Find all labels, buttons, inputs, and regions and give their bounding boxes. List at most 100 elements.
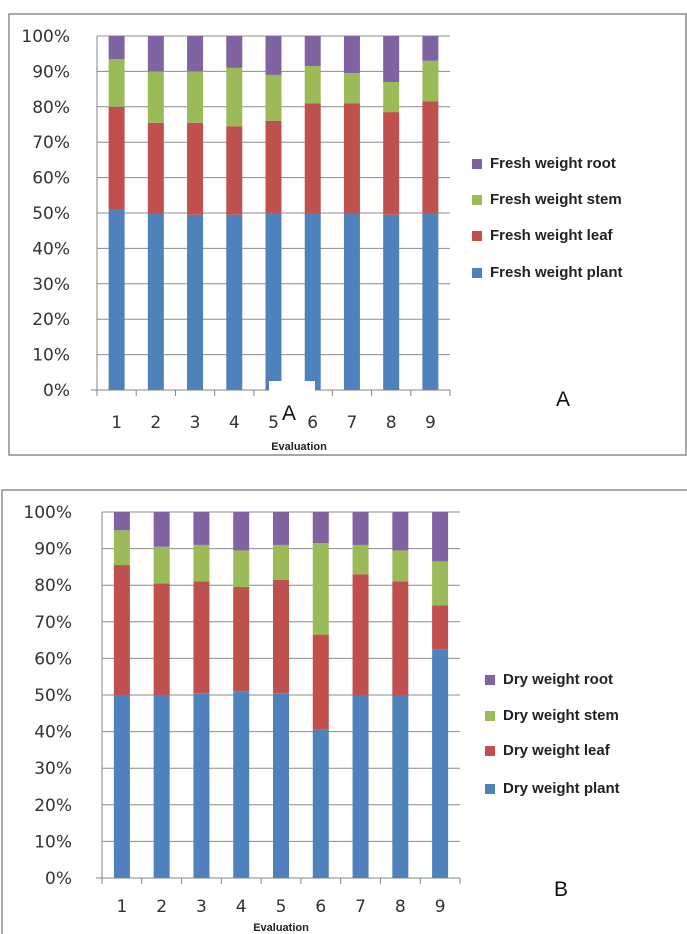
bar-segment-dry-weight-leaf-eval-4 [233, 587, 250, 692]
y-tick-label: 60% [32, 169, 70, 189]
bar-segment-fresh-weight-plant-eval-6 [304, 213, 321, 390]
bar-segment-fresh-weight-plant-eval-8 [383, 214, 400, 390]
x-tick-label: 9 [425, 413, 436, 433]
bar-segment-dry-weight-plant-eval-8 [392, 695, 409, 878]
bar-segment-fresh-weight-stem-eval-9 [422, 60, 439, 102]
bar-segment-dry-weight-stem-eval-8 [392, 550, 409, 582]
bar-segment-dry-weight-leaf-eval-7 [352, 574, 369, 695]
bar-segment-fresh-weight-leaf-eval-3 [187, 122, 204, 215]
bar-segment-fresh-weight-root-eval-4 [226, 36, 243, 68]
y-tick-label: 70% [34, 613, 72, 633]
bar-segment-dry-weight-leaf-eval-3 [193, 581, 210, 694]
bar-segment-fresh-weight-stem-eval-6 [304, 66, 321, 104]
y-tick-label: 10% [32, 346, 70, 366]
bar-segment-fresh-weight-plant-eval-2 [147, 213, 164, 390]
legend-swatch [485, 711, 495, 721]
legend-label: Dry weight root [503, 671, 613, 688]
bar-segment-fresh-weight-stem-eval-8 [383, 82, 400, 113]
y-tick-label: 90% [32, 62, 70, 82]
bar-segment-fresh-weight-plant-eval-7 [343, 213, 360, 390]
bar-segment-dry-weight-stem-eval-2 [153, 546, 170, 584]
bar-segment-dry-weight-stem-eval-6 [312, 543, 329, 635]
bar-segment-fresh-weight-stem-eval-1 [108, 59, 125, 107]
bar-segment-fresh-weight-root-eval-9 [422, 36, 439, 61]
overlay-label-background [269, 381, 315, 415]
y-tick-label: 20% [32, 310, 70, 330]
bar-segment-fresh-weight-stem-eval-4 [226, 67, 243, 127]
x-tick-label: 5 [276, 897, 287, 917]
legend-swatch [472, 268, 482, 278]
legend-swatch [485, 784, 495, 794]
bar-segment-fresh-weight-root-eval-8 [383, 36, 400, 83]
overlay-panel-label: A [282, 402, 296, 425]
bar-segment-dry-weight-root-eval-7 [352, 512, 369, 545]
bar-segment-dry-weight-leaf-eval-8 [392, 581, 409, 695]
bar-segment-fresh-weight-stem-eval-3 [187, 71, 204, 123]
y-tick-label: 30% [34, 759, 72, 779]
bar-segment-fresh-weight-leaf-eval-6 [304, 103, 321, 213]
y-tick-label: 60% [34, 649, 72, 669]
y-tick-label: 30% [32, 275, 70, 295]
x-tick-label: 1 [111, 413, 122, 433]
bar-segment-dry-weight-root-eval-9 [432, 512, 449, 562]
legend-swatch [485, 675, 495, 685]
legend-label: Fresh weight leaf [490, 227, 614, 244]
bar-segment-dry-weight-stem-eval-1 [113, 530, 130, 566]
x-tick-label: 8 [395, 897, 406, 917]
legend-swatch [472, 159, 482, 169]
y-tick-label: 80% [32, 98, 70, 118]
x-tick-label: 6 [307, 413, 318, 433]
bar-segment-dry-weight-root-eval-1 [113, 512, 130, 531]
bar-segment-dry-weight-root-eval-3 [193, 512, 210, 545]
bar-segment-fresh-weight-stem-eval-5 [265, 74, 282, 121]
bar-segment-fresh-weight-leaf-eval-5 [265, 120, 282, 213]
y-tick-label: 50% [34, 686, 72, 706]
legend-swatch [472, 195, 482, 205]
y-tick-label: 80% [34, 576, 72, 596]
y-tick-label: 10% [34, 832, 72, 852]
panel-letter: B [554, 878, 568, 901]
bar-segment-dry-weight-plant-eval-4 [233, 691, 250, 878]
x-tick-label: 8 [386, 413, 397, 433]
y-tick-label: 20% [34, 796, 72, 816]
bar-segment-fresh-weight-plant-eval-9 [422, 213, 439, 390]
legend-label: Dry weight leaf [503, 742, 611, 759]
bar-segment-dry-weight-root-eval-2 [153, 512, 170, 547]
y-tick-label: 0% [43, 381, 70, 401]
bar-segment-dry-weight-stem-eval-5 [273, 544, 289, 580]
bar-segment-dry-weight-plant-eval-3 [193, 693, 210, 878]
bar-segment-fresh-weight-plant-eval-3 [187, 214, 204, 390]
bar-segment-dry-weight-plant-eval-1 [113, 695, 130, 878]
legend-swatch [485, 746, 495, 756]
bar-segment-dry-weight-stem-eval-3 [193, 544, 210, 582]
bar-segment-dry-weight-leaf-eval-1 [113, 565, 130, 695]
legend-label: Fresh weight plant [490, 264, 623, 281]
bar-segment-fresh-weight-leaf-eval-4 [226, 126, 243, 215]
x-tick-label: 4 [236, 897, 247, 917]
y-tick-label: 0% [45, 869, 72, 889]
x-axis-title: Evaluation [253, 922, 309, 934]
x-tick-label: 9 [435, 897, 446, 917]
bar-segment-fresh-weight-plant-eval-5 [265, 213, 282, 390]
x-tick-label: 2 [156, 897, 167, 917]
bar-segment-dry-weight-leaf-eval-6 [312, 634, 329, 730]
bar-segment-dry-weight-plant-eval-9 [432, 649, 449, 878]
y-tick-label: 40% [32, 239, 70, 259]
bar-segment-fresh-weight-plant-eval-1 [108, 209, 125, 390]
bar-segment-fresh-weight-leaf-eval-7 [343, 103, 360, 213]
x-tick-label: 6 [315, 897, 326, 917]
dry-weight-stacked-bar-chart: 0% 10% 20% 30% 40% 50% 60% 70% 80% 90% 100% 1 2 3 4 5 6 7… [1, 489, 687, 934]
x-tick-label: 5 [268, 413, 279, 433]
legend-label: Dry weight stem [503, 707, 619, 724]
bar-segment-fresh-weight-root-eval-7 [343, 36, 360, 74]
bar-segment-fresh-weight-root-eval-6 [304, 36, 321, 67]
bar-segment-fresh-weight-root-eval-1 [108, 36, 125, 60]
y-tick-label: 100% [21, 27, 70, 47]
y-tick-label: 50% [32, 204, 70, 224]
x-tick-label: 3 [190, 413, 201, 433]
bar-segment-dry-weight-stem-eval-9 [432, 561, 449, 606]
x-tick-label: 1 [116, 897, 127, 917]
bar-segment-dry-weight-stem-eval-7 [352, 544, 369, 575]
bar-segment-dry-weight-root-eval-6 [312, 512, 329, 544]
bar-segment-fresh-weight-stem-eval-2 [147, 71, 164, 123]
